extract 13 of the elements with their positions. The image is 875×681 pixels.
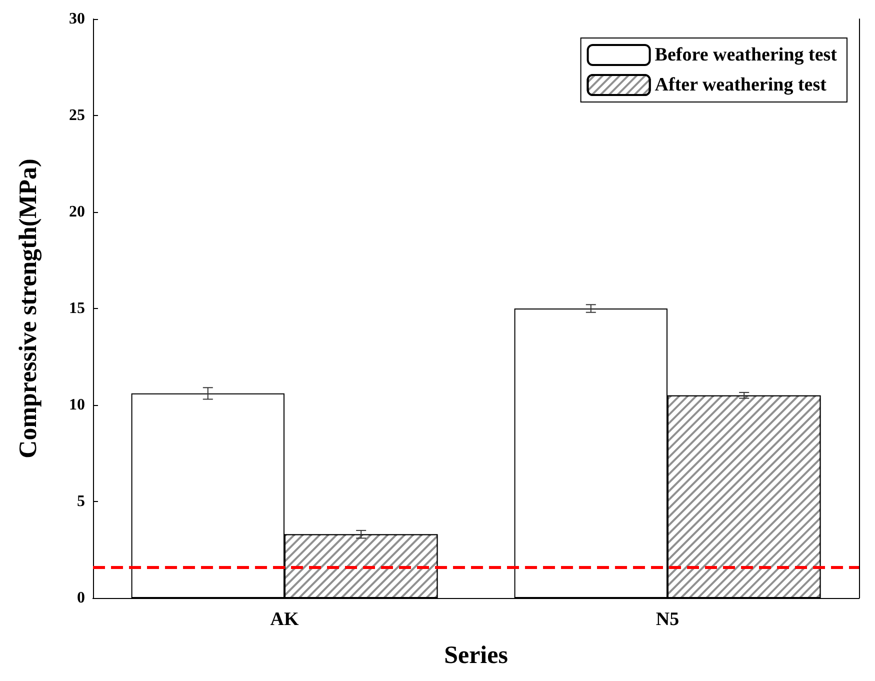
legend-label: Before weathering test bbox=[654, 44, 838, 66]
y-tick-label: 20 bbox=[69, 204, 85, 220]
y-tick-label: 15 bbox=[69, 300, 85, 317]
x-tick-label: AK bbox=[270, 609, 299, 630]
x-tick-label: N5 bbox=[656, 609, 680, 630]
y-tick-label: 5 bbox=[77, 493, 85, 510]
x-axis-title: Series bbox=[444, 642, 508, 669]
y-tick-label: 0 bbox=[77, 590, 85, 606]
y-tick-label: 10 bbox=[69, 396, 85, 414]
y-axis-title: Compressive strength(MPa) bbox=[15, 158, 42, 458]
y-tick-label: 25 bbox=[69, 107, 85, 124]
legend-label: After weathering test bbox=[654, 74, 828, 96]
y-tick-label: 30 bbox=[69, 10, 85, 28]
